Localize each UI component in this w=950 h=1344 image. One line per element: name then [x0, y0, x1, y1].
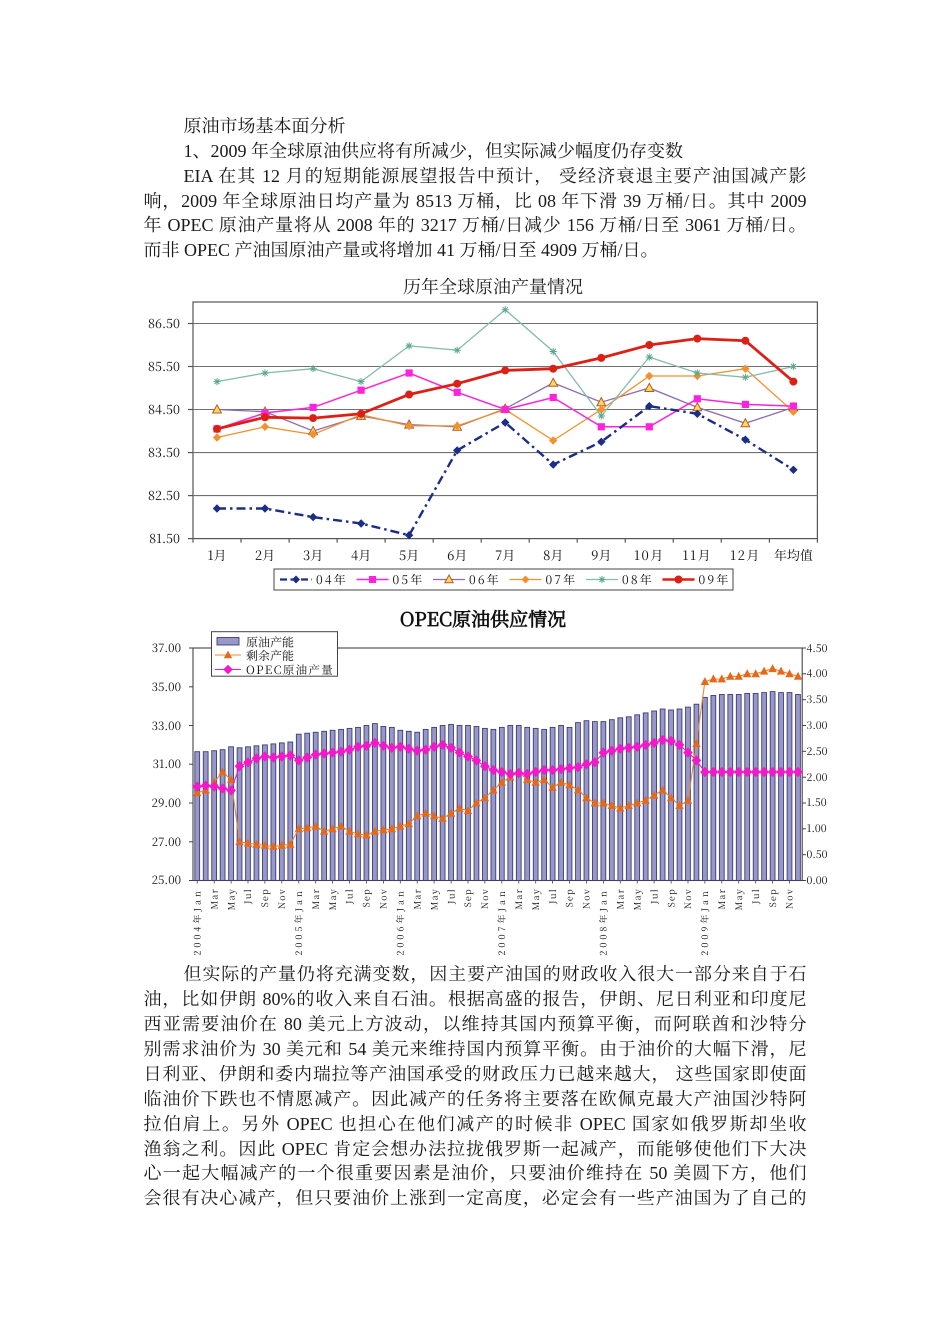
svg-text:1月: 1月 — [207, 545, 226, 564]
svg-text:Mar: Mar — [512, 888, 525, 910]
svg-text:37.00: 37.00 — [152, 640, 181, 656]
svg-text:1.50: 1.50 — [807, 795, 827, 810]
svg-text:Jul: Jul — [647, 888, 660, 905]
svg-text:09年: 09年 — [699, 571, 731, 588]
svg-text:9月: 9月 — [591, 545, 611, 564]
svg-text:2月: 2月 — [255, 545, 275, 564]
svg-text:31.00: 31.00 — [153, 756, 181, 772]
svg-text:Jul: Jul — [546, 888, 559, 905]
svg-text:29.00: 29.00 — [152, 795, 181, 811]
svg-text:27.00: 27.00 — [152, 834, 181, 850]
svg-text:原油产能: 原油产能 — [246, 634, 294, 651]
svg-text:08年: 08年 — [622, 571, 654, 588]
svg-text:May: May — [427, 888, 440, 910]
svg-text:Jul: Jul — [444, 888, 457, 905]
svg-text:Jul: Jul — [749, 888, 762, 905]
svg-text:84.50: 84.50 — [148, 400, 180, 418]
svg-text:3.50: 3.50 — [807, 692, 828, 707]
svg-text:8月: 8月 — [543, 545, 563, 564]
svg-text:Nov: Nov — [377, 888, 390, 909]
svg-text:4月: 4月 — [351, 545, 371, 564]
svg-text:1.00: 1.00 — [807, 821, 827, 836]
svg-text:2006年Jan: 2006年Jan — [394, 888, 407, 956]
svg-text:Nov: Nov — [580, 888, 593, 909]
svg-text:3.00: 3.00 — [807, 718, 828, 733]
svg-text:Jul: Jul — [343, 888, 356, 905]
svg-text:4.00: 4.00 — [807, 666, 828, 681]
svg-text:11月: 11月 — [682, 545, 712, 564]
svg-text:历年全球原油产量情况: 历年全球原油产量情况 — [403, 273, 583, 299]
svg-text:Nov: Nov — [275, 888, 288, 909]
svg-text:82.50: 82.50 — [148, 486, 180, 504]
svg-text:04年: 04年 — [316, 571, 348, 588]
svg-text:2.50: 2.50 — [807, 744, 828, 759]
svg-text:Sep: Sep — [563, 888, 576, 907]
svg-text:May: May — [529, 888, 542, 910]
svg-text:Sep: Sep — [360, 888, 373, 907]
svg-text:May: May — [224, 888, 237, 910]
svg-text:35.00: 35.00 — [152, 679, 181, 695]
svg-text:83.50: 83.50 — [148, 443, 180, 461]
svg-text:May: May — [630, 888, 643, 910]
svg-text:Nov: Nov — [783, 888, 796, 909]
svg-text:5月: 5月 — [399, 545, 419, 564]
svg-text:85.50: 85.50 — [148, 357, 180, 375]
svg-text:OPEC原油产量: OPEC原油产量 — [246, 662, 334, 678]
svg-text:06年: 06年 — [469, 571, 501, 588]
svg-text:05年: 05年 — [393, 571, 425, 588]
svg-text:86.50: 86.50 — [148, 314, 180, 332]
svg-text:6月: 6月 — [447, 545, 467, 564]
svg-text:Sep: Sep — [766, 888, 779, 907]
svg-text:年均值: 年均值 — [774, 545, 813, 564]
svg-text:25.00: 25.00 — [152, 872, 181, 888]
svg-text:7月: 7月 — [495, 545, 515, 564]
svg-text:12月: 12月 — [730, 545, 761, 564]
svg-text:Mar: Mar — [207, 888, 220, 910]
svg-text:2005年Jan: 2005年Jan — [292, 888, 305, 956]
svg-text:4.50: 4.50 — [807, 641, 828, 656]
svg-text:81.50: 81.50 — [149, 529, 180, 547]
svg-text:May: May — [326, 888, 339, 910]
svg-text:Mar: Mar — [309, 888, 322, 910]
svg-text:2004年Jan: 2004年Jan — [190, 888, 203, 956]
svg-text:0.00: 0.00 — [807, 873, 828, 888]
svg-text:Nov: Nov — [681, 888, 694, 909]
svg-text:Sep: Sep — [258, 888, 271, 907]
svg-text:10月: 10月 — [634, 545, 665, 564]
svg-text:Mar: Mar — [410, 888, 423, 910]
svg-text:Mar: Mar — [614, 888, 627, 910]
svg-text:Nov: Nov — [478, 888, 491, 909]
svg-text:2009年Jan: 2009年Jan — [698, 888, 711, 956]
svg-text:33.00: 33.00 — [152, 718, 181, 734]
svg-text:剩余产能: 剩余产能 — [246, 647, 294, 664]
svg-text:Jul: Jul — [241, 888, 254, 905]
svg-text:0.50: 0.50 — [807, 847, 828, 862]
svg-text:Sep: Sep — [461, 888, 474, 907]
svg-text:2008年Jan: 2008年Jan — [597, 888, 610, 956]
svg-text:Sep: Sep — [664, 888, 677, 907]
svg-text:OPEC原油供应情况: OPEC原油供应情况 — [400, 605, 566, 632]
svg-text:Mar: Mar — [715, 888, 728, 910]
svg-text:07年: 07年 — [546, 571, 578, 588]
svg-text:2007年Jan: 2007年Jan — [495, 888, 508, 956]
svg-text:2.00: 2.00 — [807, 770, 828, 785]
svg-text:3月: 3月 — [303, 545, 323, 564]
svg-text:May: May — [732, 888, 745, 910]
